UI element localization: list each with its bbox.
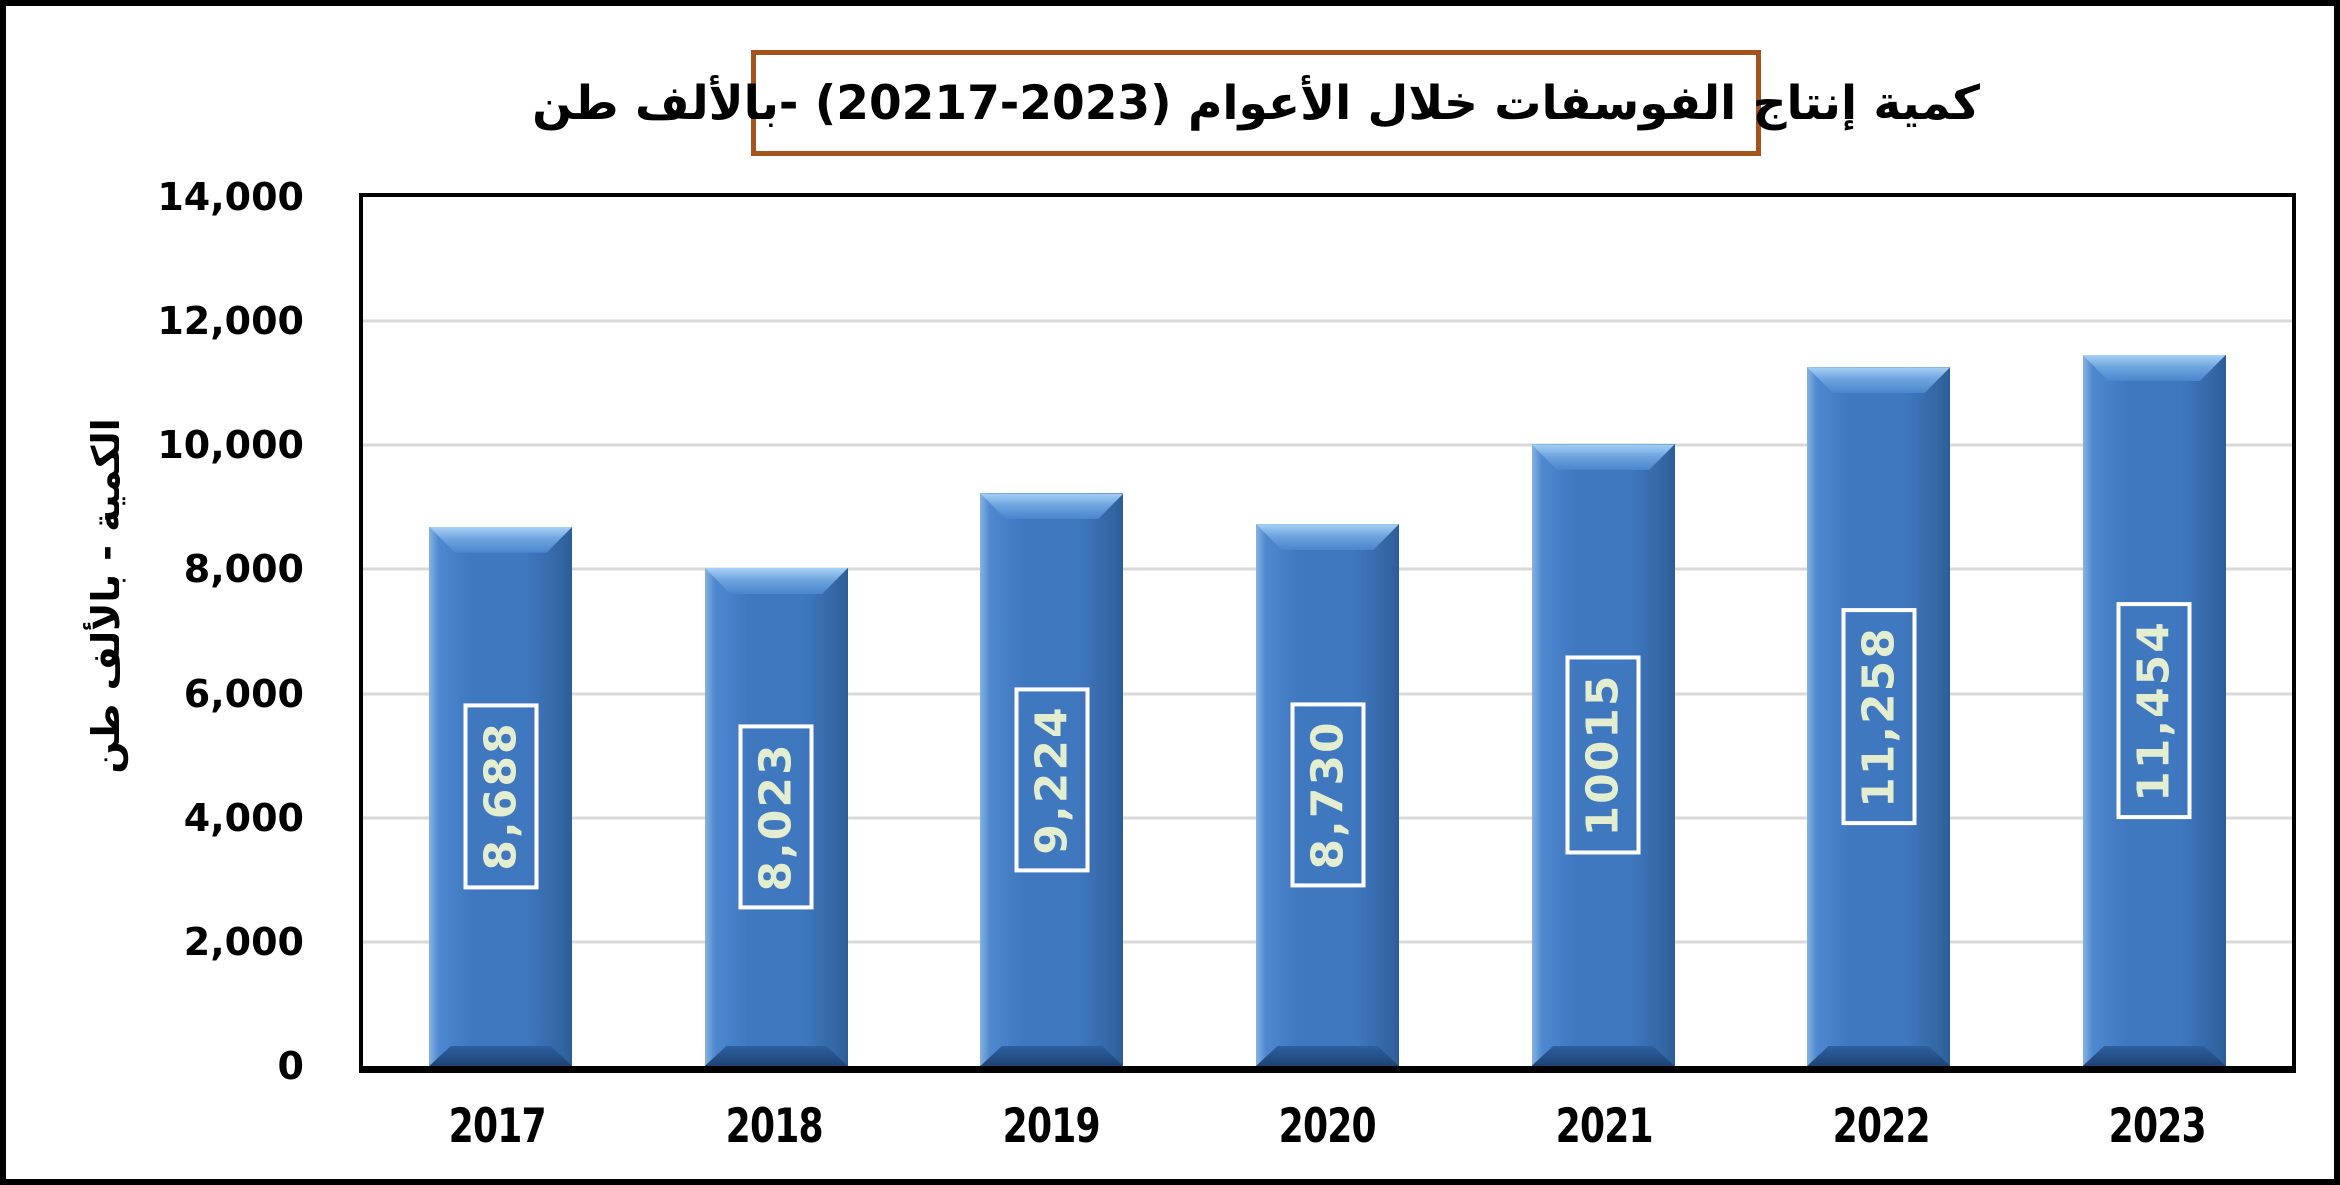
bar-2019: 9,224 — [980, 493, 1124, 1066]
y-tick-label-14000: 14,000 — [157, 175, 304, 219]
x-tick-label-2018: 2018 — [725, 1098, 824, 1154]
bar-bottom-bevel — [1531, 1046, 1675, 1066]
bar-2023: 11,454 — [2082, 355, 2226, 1066]
x-tick-cell: 2020 — [1189, 1091, 1466, 1161]
x-tick-cell: 2018 — [636, 1091, 913, 1161]
bar-value-box: 8,730 — [1290, 702, 1365, 888]
x-axis: 2017 2018 2019 2020 2021 2022 2023 — [359, 1091, 2296, 1161]
bar-bottom-bevel — [704, 1046, 848, 1066]
y-tick-label-6000: 6,000 — [183, 671, 304, 716]
bar-top-bevel — [2082, 355, 2226, 382]
y-tick-label-0: 0 — [277, 1044, 304, 1088]
bar-bottom-bevel — [1256, 1046, 1399, 1066]
y-tick-label-10000: 10,000 — [157, 423, 304, 468]
bar-value-label: 8,023 — [750, 742, 802, 892]
bar-value-label: 8,730 — [1302, 720, 1353, 870]
x-tick-cell: 2022 — [1743, 1091, 2020, 1161]
y-tick-label-2000: 2,000 — [183, 919, 304, 964]
bar-2018: 8,023 — [704, 568, 848, 1066]
bar-bottom-bevel — [980, 1046, 1124, 1066]
bar-value-box: 11,454 — [2116, 601, 2192, 820]
bar-2020: 8,730 — [1256, 524, 1399, 1066]
chart-title-box: كمية إنتاج الفوسفات خلال الأعوام (2023-2… — [532, 50, 1980, 156]
bar-top-bevel — [1256, 524, 1399, 551]
bar-top-bevel — [980, 493, 1124, 520]
x-tick-label-2020: 2020 — [1278, 1098, 1377, 1154]
x-tick-label-2017: 2017 — [448, 1098, 547, 1154]
x-tick-cell: 2021 — [1466, 1091, 1743, 1161]
bar-value-label: 8,688 — [475, 721, 527, 871]
bar-bottom-bevel — [429, 1046, 573, 1066]
bar-2021: 10015 — [1531, 444, 1675, 1066]
bar-value-label: 9,224 — [1026, 705, 1078, 855]
x-tick-label-2021: 2021 — [1555, 1098, 1654, 1154]
y-tick-label-8000: 8,000 — [183, 547, 304, 592]
bar-top-bevel — [429, 526, 573, 553]
bar-bottom-bevel — [2082, 1046, 2226, 1066]
bar-value-box: 8,023 — [738, 724, 814, 910]
bar-2022: 11,258 — [1807, 367, 1951, 1066]
bar-value-box: 10015 — [1565, 655, 1641, 855]
x-tick-label-2023: 2023 — [2109, 1098, 2207, 1154]
x-tick-label-2022: 2022 — [1832, 1098, 1930, 1154]
y-axis-title: الكمية - بالألف طن — [84, 418, 128, 774]
chart-title: كمية إنتاج الفوسفات خلال الأعوام (2023-2… — [532, 75, 1980, 131]
plot-inner: 8,688 8,023 9,224 8,730 10015 11,258 11,454 — [363, 197, 2292, 1066]
x-tick-label-2019: 2019 — [1002, 1098, 1100, 1154]
bar-top-bevel — [704, 568, 848, 595]
bar-value-label: 11,258 — [1853, 625, 1905, 808]
bar-bottom-bevel — [1807, 1046, 1951, 1066]
bar-value-box: 9,224 — [1014, 687, 1090, 873]
x-tick-cell: 2019 — [912, 1091, 1189, 1161]
plot-area: 8,688 8,023 9,224 8,730 10015 11,258 11,454 — [359, 193, 2296, 1073]
gridline — [363, 443, 2292, 447]
x-tick-cell: 2017 — [359, 1091, 636, 1161]
bar-2017: 8,688 — [429, 526, 573, 1066]
bar-top-bevel — [1531, 444, 1675, 471]
y-tick-label-4000: 4,000 — [183, 795, 304, 840]
bar-value-box: 11,258 — [1841, 607, 1917, 826]
y-tick-label-12000: 12,000 — [157, 299, 304, 344]
bar-top-bevel — [1807, 367, 1951, 394]
bar-value-box: 8,688 — [463, 703, 539, 889]
bar-value-label: 11,454 — [2128, 619, 2180, 802]
gridline — [363, 319, 2292, 323]
x-tick-cell: 2023 — [2019, 1091, 2296, 1161]
bar-value-label: 10015 — [1577, 673, 1629, 837]
